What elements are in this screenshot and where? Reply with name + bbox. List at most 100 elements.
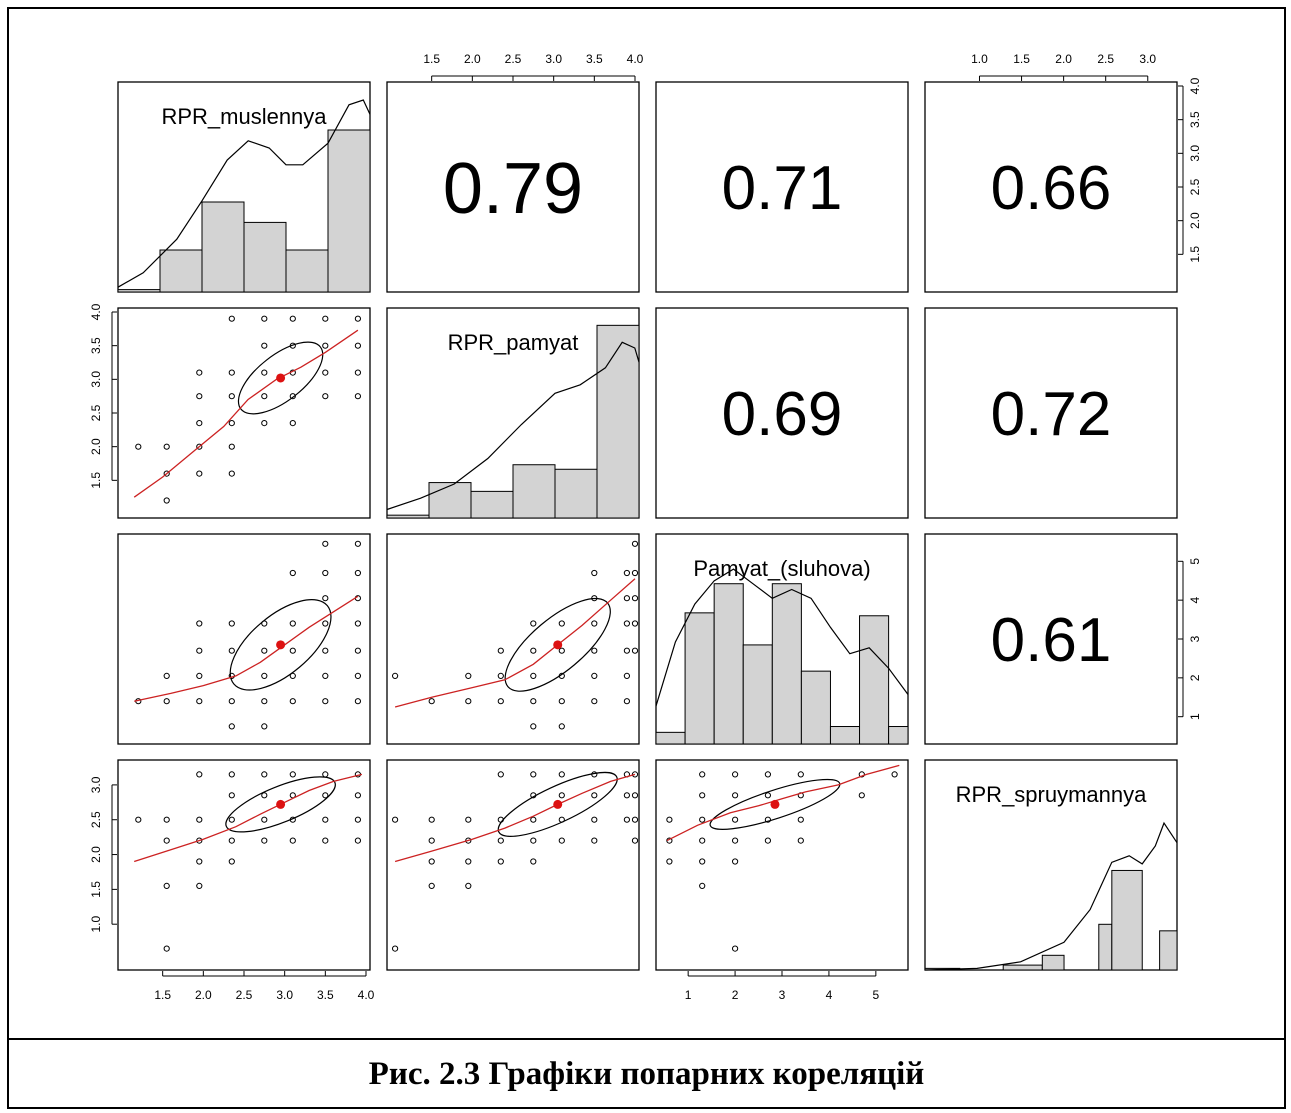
scatter-point [135,443,142,450]
scatter-point [196,393,203,400]
tick-label: 3.0 [89,371,103,388]
scatter-point [322,837,329,844]
scatter-point [591,569,598,577]
scatter-point [289,315,296,322]
scatter-point [228,723,235,730]
scatter-point [196,470,203,477]
scatter-point [228,816,235,823]
scatter-point [530,771,537,778]
scatter-panel-r2-c1 [392,540,639,730]
density-curve [117,99,371,288]
scatter-point [322,816,329,823]
histogram-bar [512,464,556,519]
scatter-point [465,672,472,680]
centroid-point [276,373,286,383]
scatter-point [591,837,598,844]
scatter-point [261,816,268,823]
histogram-bar [159,249,203,293]
scatter-point [261,393,268,400]
scatter-point [699,858,706,865]
scatter-panel-r1-c0 [133,315,361,504]
scatter-point [465,698,472,705]
scatter-panel-r2-c0 [134,540,361,730]
scatter-point [699,771,706,778]
scatter-point [428,882,435,890]
tick-label: 2.0 [89,438,103,455]
correlation-value: 0.79 [443,149,583,229]
scatter-point [196,647,203,654]
tick-label: 2.5 [89,811,103,828]
histogram-0: RPR_muslennya [117,99,371,293]
scatter-point [163,497,170,504]
scatter-point [228,837,235,844]
panel-frame-r2-c3 [924,533,1178,745]
scatter-point [163,945,170,952]
scatter-point [354,369,361,376]
tick-label: 1.5 [89,881,103,898]
scatter-point [558,698,565,705]
scatter-point [623,595,631,602]
tick-label: 4.0 [1188,77,1202,94]
scatter-point [196,837,203,844]
bottom-axis-col2: 1 2 3 4 5 [685,971,880,1002]
scatter-point [289,569,296,577]
scatter-point [354,647,361,654]
tick-label: 2.0 [89,846,103,863]
panel-frame-r1-c3 [924,307,1178,519]
scatter-point [497,771,504,778]
histogram-bar [1098,923,1113,971]
scatter-point [289,771,296,778]
scatter-point [228,792,235,799]
density-curve [655,568,909,707]
histogram-bar [243,221,287,293]
correlation-value: 0.71 [722,154,843,223]
scatter-point [699,837,706,844]
scatter-point [631,569,639,577]
scatter-point [354,792,361,799]
centroid-point [770,799,780,809]
scatter-point [465,858,472,865]
correlation-value: 0.72 [991,380,1112,449]
scatter-point [558,620,565,627]
tick-label: 5 [1188,558,1202,565]
top-axis-col1: 1.5 2.0 2.5 3.0 3.5 4.0 [423,52,644,81]
scatter-point [261,771,268,778]
scatter-point [322,393,329,400]
left-axis-row3: 1.0 1.5 2.0 2.5 3.0 [89,776,117,933]
scatter-point [497,672,504,680]
scatter-point [530,837,537,844]
scatter-point [261,369,268,376]
tick-label: 3 [779,988,786,1002]
tick-label: 3.5 [586,52,603,66]
scatter-point [497,647,504,654]
scatter-point [228,698,235,705]
scatter-point [392,672,399,680]
histogram-bar [554,468,598,519]
scatter-point [631,540,639,547]
scatter-point [196,858,203,865]
tick-label: 2 [1188,674,1202,681]
histogram-bar [800,670,831,745]
scatter-point [354,698,361,705]
scatter-point [530,672,537,680]
scatterplot-matrix: RPR_muslennya RPR_pamyat Pamyat_(sluhova) R… [89,52,1202,1002]
scatter-point [858,771,865,778]
scatter-point [354,620,361,627]
scatter-point [322,569,329,577]
histogram-bar [684,612,715,745]
scatter-point [322,540,329,547]
scatter-point [591,620,598,627]
histogram-bar [829,726,861,745]
panel-frame-r2-c1 [386,533,640,745]
scatter-point [558,647,565,654]
caption-divider [7,1038,1286,1040]
scatter-point [623,647,631,654]
histogram-bar [888,726,909,745]
histogram-bar [596,324,640,519]
correlation-value: 0.66 [991,154,1112,223]
scatter-point [196,420,203,427]
histogram-3: RPR_spruymannya [924,782,1178,971]
tick-label: 1.5 [89,472,103,489]
scatter-point [465,816,472,823]
scatter-point [732,858,739,865]
